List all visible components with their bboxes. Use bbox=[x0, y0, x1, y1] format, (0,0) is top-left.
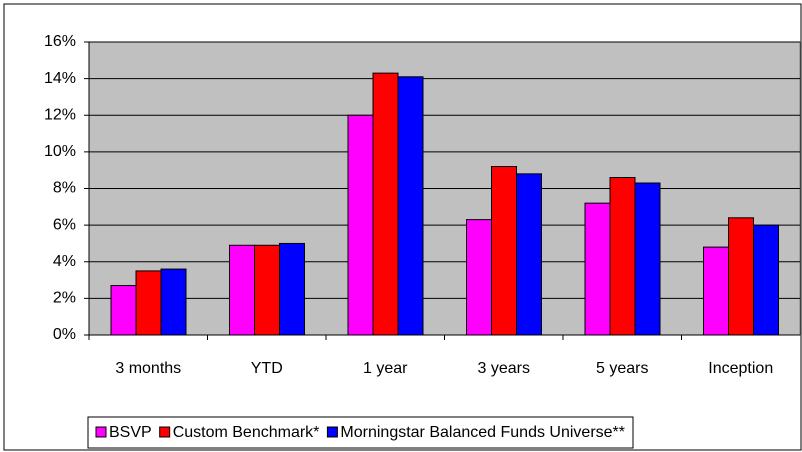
bar bbox=[279, 242, 305, 336]
bar bbox=[516, 173, 542, 336]
bar bbox=[160, 268, 187, 336]
y-tick-label: 6% bbox=[53, 216, 76, 233]
legend-label: Morningstar Balanced Funds Universe** bbox=[340, 424, 625, 441]
bar bbox=[372, 72, 399, 336]
y-tick-label: 16% bbox=[44, 33, 76, 50]
legend-box bbox=[87, 416, 634, 449]
y-tick-label: 10% bbox=[44, 143, 76, 160]
legend-label: BSVP bbox=[109, 424, 152, 441]
bar bbox=[584, 202, 611, 336]
bar bbox=[753, 224, 779, 336]
x-tick-label: 3 years bbox=[478, 360, 530, 377]
bar bbox=[609, 177, 636, 336]
bar bbox=[229, 244, 255, 336]
y-tick-label: 8% bbox=[53, 180, 76, 197]
legend-swatch bbox=[159, 426, 171, 438]
bar bbox=[466, 219, 492, 336]
y-tick-label: 0% bbox=[53, 326, 76, 343]
x-tick-label: 1 year bbox=[363, 360, 408, 377]
bar bbox=[634, 182, 661, 336]
x-tick-label: 5 years bbox=[596, 360, 648, 377]
bar bbox=[703, 246, 729, 336]
x-tick-label: 3 months bbox=[115, 360, 181, 377]
bar bbox=[397, 76, 424, 336]
y-tick-label: 12% bbox=[44, 106, 76, 123]
y-tick-label: 14% bbox=[44, 70, 76, 87]
bar bbox=[347, 114, 374, 336]
bar bbox=[110, 285, 137, 336]
bar bbox=[135, 270, 162, 336]
x-tick-label: Inception bbox=[708, 360, 773, 377]
y-tick-label: 2% bbox=[53, 290, 76, 307]
bar bbox=[254, 244, 280, 336]
bar bbox=[728, 217, 754, 336]
legend-label: Custom Benchmark* bbox=[173, 424, 320, 441]
x-tick-label: YTD bbox=[251, 360, 283, 377]
legend-swatch bbox=[326, 426, 338, 438]
legend-swatch bbox=[95, 426, 107, 438]
y-tick-label: 4% bbox=[53, 253, 76, 270]
bar bbox=[491, 166, 517, 336]
